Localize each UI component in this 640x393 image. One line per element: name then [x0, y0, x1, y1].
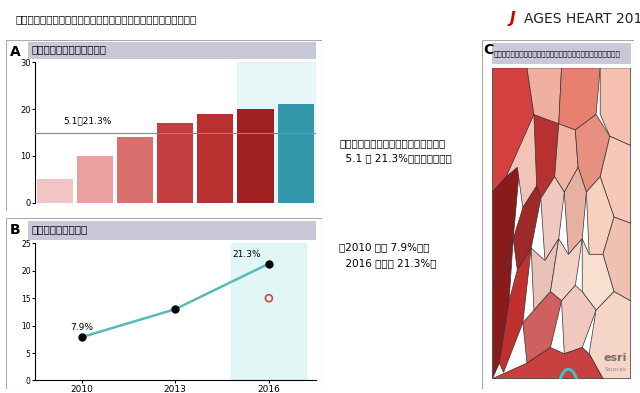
Text: 後期高齢者｜コア指標　スポーツ会の参加者（月１回以上）割合: 後期高齢者｜コア指標 スポーツ会の参加者（月１回以上）割合 — [494, 50, 621, 57]
Text: C: C — [483, 44, 493, 57]
Text: AGES HEART 2016: AGES HEART 2016 — [524, 12, 640, 26]
FancyBboxPatch shape — [492, 44, 630, 64]
Text: A: A — [10, 45, 20, 59]
Text: ・2010 年の 7.9%から
  2016 年には 21.3%へ: ・2010 年の 7.9%から 2016 年には 21.3%へ — [339, 242, 436, 268]
Text: 時系列折れ線グラフ: 時系列折れ線グラフ — [31, 225, 88, 235]
FancyBboxPatch shape — [29, 221, 316, 240]
Text: ・ボランティア参加率の市町村格差は
  5.1 ～ 21.3%（後期高齢者）: ・ボランティア参加率の市町村格差は 5.1 ～ 21.3%（後期高齢者） — [339, 138, 452, 163]
FancyBboxPatch shape — [29, 42, 316, 59]
Text: 後期高齢者｜コア指標　ボランティア参加者（月１回以上）割合: 後期高齢者｜コア指標 ボランティア参加者（月１回以上）割合 — [16, 14, 197, 24]
Text: J: J — [509, 11, 515, 26]
Text: B: B — [10, 223, 20, 237]
Text: グラフ（地図表示と連動）: グラフ（地図表示と連動） — [31, 44, 107, 54]
